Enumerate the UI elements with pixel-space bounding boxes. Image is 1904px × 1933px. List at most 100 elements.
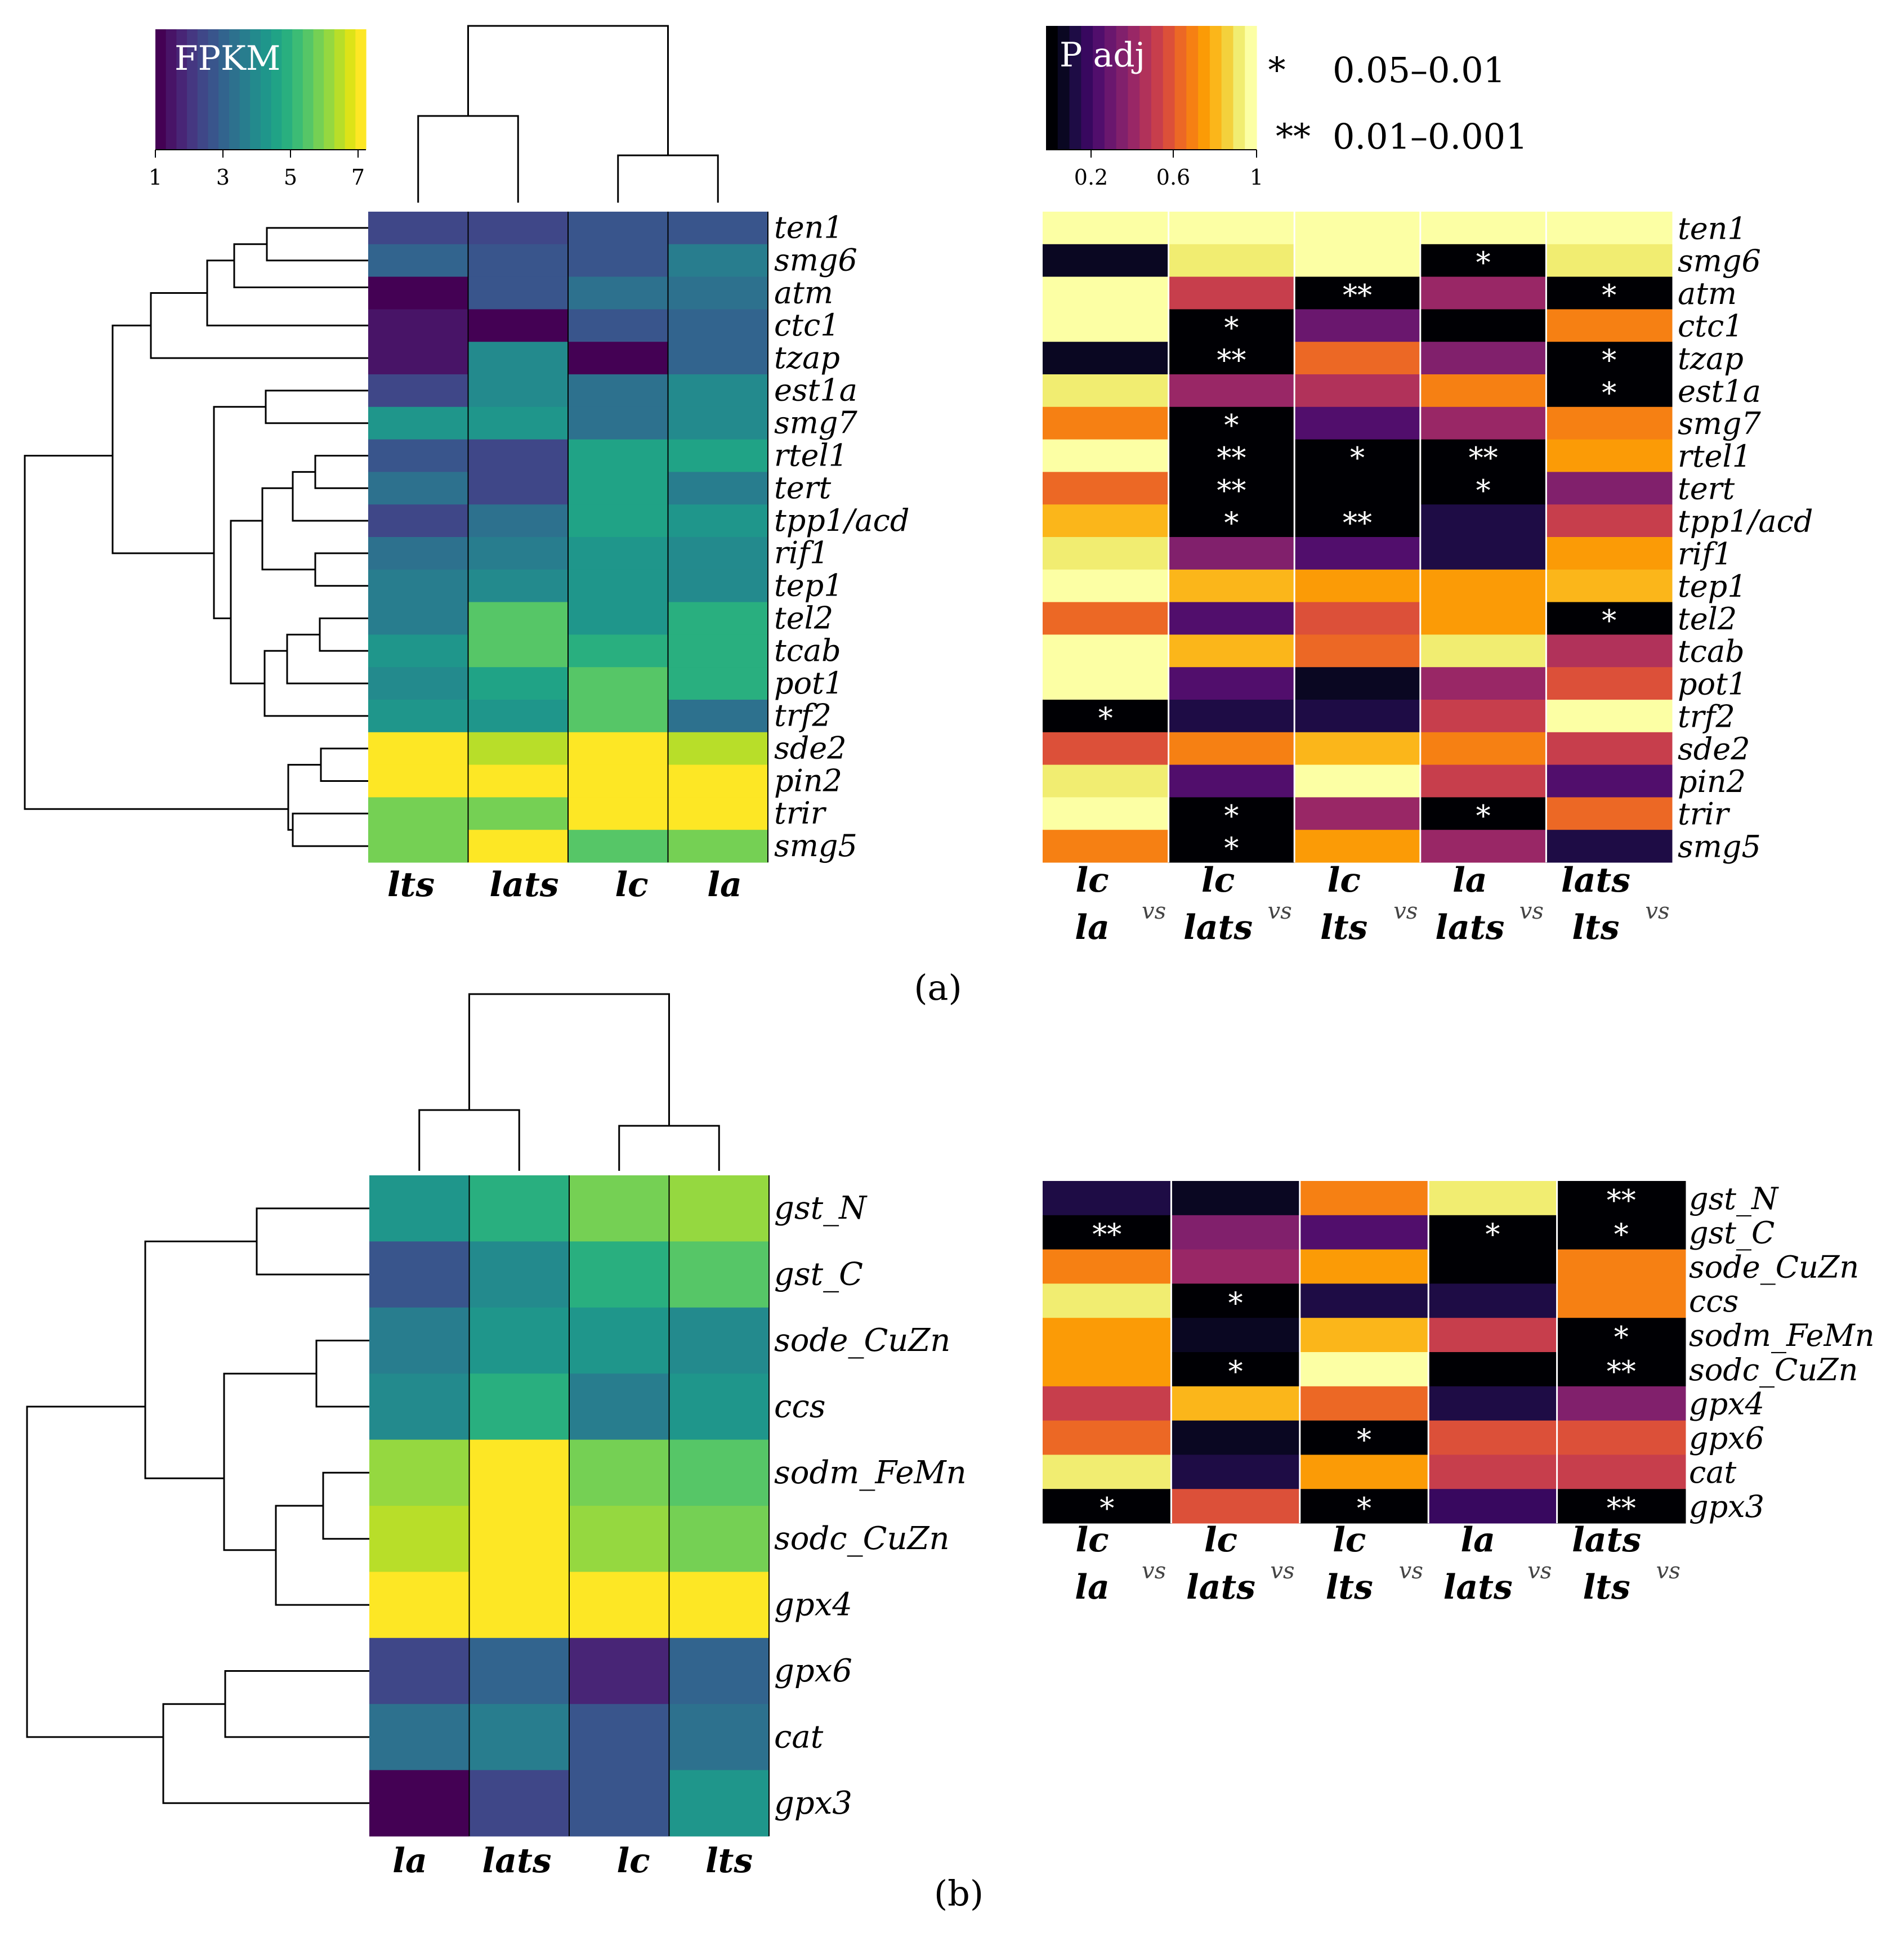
padj-heatmap-b-cell-sodm-femn-1 — [1171, 1318, 1300, 1353]
padj-heatmap-a-cell-rtel1-0 — [1043, 439, 1169, 472]
row-label-trir: trir — [774, 795, 827, 831]
padj-heatmap-b-cell-cat-3 — [1428, 1455, 1558, 1489]
fpkm-colorbar-swatch — [250, 29, 261, 150]
row-dendrogram-branch — [233, 243, 368, 288]
fpkm-heatmap-a-cell-rif1-lc — [568, 537, 668, 570]
fpkm-heatmap-a-cell-tcab-lc — [568, 634, 668, 668]
padj-heatmap-b-cell-cat-0 — [1043, 1455, 1172, 1489]
fpkm-heatmap-a-cell-pin2-lc — [568, 764, 668, 798]
fpkm-heatmap-a-cell-tzap-lats — [468, 342, 569, 375]
padj-heatmap-a-cell-tzap-2 — [1294, 342, 1421, 375]
padj-heatmap-a-significance-mark: * — [1224, 311, 1239, 345]
padj-heatmap-b-cell-sode-cuzn-2 — [1299, 1249, 1429, 1284]
padj-heatmap-b-cell-sodc-cuzn-0 — [1043, 1352, 1172, 1387]
fpkm-heatmap-a-cell-tcab-la — [668, 634, 768, 668]
padj-row-label-rif1: rif1 — [1678, 536, 1732, 571]
padj-heatmap-a-cell-pin2-1 — [1168, 764, 1295, 798]
fpkm-heatmap-a-cell-smg6-lats — [468, 244, 569, 278]
fpkm-heatmap-a-cell-rif1-la — [668, 537, 768, 570]
column-dendrogram-branch — [617, 154, 719, 203]
fpkm-heatmap-a-cell-atm-la — [668, 276, 768, 310]
padj-row-label-sode-cuzn: sode_CuZn — [1689, 1249, 1859, 1285]
padj-heatmap-a-cell-rtel1-3 — [1420, 439, 1547, 472]
padj-heatmap-a-cell-ten1-1 — [1168, 212, 1295, 245]
row-dendrogram-branch — [314, 552, 368, 587]
padj-heatmap-a-cell-smg5-0 — [1043, 830, 1169, 863]
padj-heatmap-b-significance-mark: * — [1614, 1218, 1629, 1252]
contrast-vs-label: vs — [1656, 1558, 1680, 1584]
padj-heatmap-b-cell-gpx3-1 — [1171, 1489, 1300, 1524]
padj-colorbar: P adj 0.2 0.6 1 — [1046, 26, 1263, 190]
padj-heatmap-a-cell-rtel1-4 — [1546, 439, 1673, 472]
padj-heatmap-a-significance-mark: * — [1476, 474, 1491, 508]
padj-heatmap-a-cell-smg5-1 — [1168, 830, 1295, 863]
padj-heatmap-a-cell-rif1-0 — [1043, 537, 1169, 570]
contrast-label-first: lc — [1075, 1520, 1109, 1560]
contrast-label-second: lats — [1443, 1568, 1513, 1607]
column-dendrogram-branch — [417, 115, 519, 203]
padj-row-label-tcab: tcab — [1678, 634, 1745, 669]
fpkm-heatmap-a-cell-trir-la — [668, 797, 768, 830]
fpkm-heatmap-b-cell-sode-cuzn-lats — [469, 1307, 570, 1374]
fpkm-heatmap-a-cell-tert-lc — [568, 472, 668, 505]
fpkm-heatmap-a-cell-ctc1-lc — [568, 309, 668, 342]
padj-heatmap-b-cell-gpx6-2 — [1299, 1420, 1429, 1455]
row-label-rif1: rif1 — [774, 535, 829, 571]
padj-heatmap-a-significance-mark: * — [1224, 799, 1239, 833]
padj-heatmap-b-cell-gst-c-0 — [1043, 1215, 1172, 1250]
fpkm-colorbar-tick-label: 3 — [216, 165, 230, 190]
column-label-lats: lats — [482, 1841, 551, 1881]
fpkm-heatmap-a-cell-smg5-lc — [568, 830, 668, 863]
fpkm-colorbar-swatch — [166, 29, 177, 150]
padj-heatmap-a-cell-tert-4 — [1546, 472, 1673, 505]
row-dendrogram-branch — [322, 1471, 369, 1540]
padj-colorbar-tick-label: 1 — [1250, 165, 1263, 190]
fpkm-heatmap-a-cell-smg5-lats — [468, 830, 569, 863]
padj-heatmap-a-cell-sde2-4 — [1546, 732, 1673, 766]
fpkm-heatmap-a-cell-trir-lats — [468, 797, 569, 830]
fpkm-heatmap-a-cell-tpp1-acd-la — [668, 504, 768, 538]
fpkm-heatmap-b-cell-ccs-la — [369, 1373, 470, 1440]
padj-colorbar-swatch — [1221, 26, 1234, 150]
padj-heatmap-a-cell-tep1-0 — [1043, 569, 1169, 603]
fpkm-heatmap-b-cell-gpx4-lts — [669, 1572, 770, 1639]
fpkm-heatmap-a-cell-pin2-la — [668, 764, 768, 798]
padj-heatmap-a-cell-ten1-0 — [1043, 212, 1169, 245]
padj-heatmap-b-significance-mark: * — [1228, 1355, 1243, 1389]
fpkm-heatmap-b-cell-sode-cuzn-lc — [569, 1307, 669, 1374]
fpkm-colorbar-swatch — [155, 29, 167, 150]
padj-heatmap-a-cell-atm-2 — [1294, 276, 1421, 310]
contrast-label-second: lts — [1583, 1568, 1630, 1607]
padj-row-label-pin2: pin2 — [1678, 764, 1746, 799]
fpkm-heatmap-a-cell-smg7-lc — [568, 406, 668, 440]
padj-heatmap-a-cell-trir-1 — [1168, 797, 1295, 830]
padj-heatmap-a-cell-tpp1-acd-0 — [1043, 504, 1169, 538]
fpkm-heatmap-b-cell-gst-n-lc — [569, 1175, 669, 1242]
fpkm-heatmap-b-cell-gpx4-la — [369, 1572, 470, 1639]
contrast-label-first: lc — [1204, 1520, 1237, 1560]
padj-heatmap-b-cell-sodm-femn-4 — [1557, 1318, 1686, 1353]
padj-heatmap-a-cell-pin2-2 — [1294, 764, 1421, 798]
row-dendrogram-branch — [213, 406, 266, 619]
padj-row-label-pot1: pot1 — [1678, 666, 1747, 702]
fpkm-heatmap-a-cell-tep1-lts — [368, 569, 468, 603]
fpkm-heatmap-a-cell-ctc1-lts — [368, 309, 468, 342]
column-label-lc: lc — [616, 1841, 650, 1881]
fpkm-heatmap-a-cell-est1a-lts — [368, 374, 468, 408]
contrast-label-first: lats — [1572, 1520, 1641, 1560]
row-label-tel2: tel2 — [774, 600, 833, 636]
padj-heatmap-b: **** * **** **** * ** — [1043, 1181, 1686, 1526]
row-label-pin2: pin2 — [774, 763, 842, 798]
fpkm-heatmap-a-cell-trf2-lats — [468, 700, 569, 733]
fpkm-heatmap-a-cell-smg7-lts — [368, 406, 468, 440]
padj-heatmap-b-significance-mark: ** — [1607, 1492, 1636, 1526]
fpkm-heatmap-a-cell-ten1-lc — [568, 212, 668, 245]
fpkm-heatmap-a-cell-trir-lc — [568, 797, 668, 830]
row-dendrogram-branch — [144, 1240, 257, 1479]
padj-heatmap-b-significance-mark: ** — [1092, 1218, 1121, 1252]
contrast-label-second: lts — [1572, 908, 1619, 947]
padj-heatmap-a-cell-tpp1-acd-3 — [1420, 504, 1547, 538]
padj-heatmap-b-cell-ccs-2 — [1299, 1283, 1429, 1318]
fpkm-heatmap-a-cell-tep1-lc — [568, 569, 668, 603]
padj-heatmap-a-cell-atm-1 — [1168, 276, 1295, 310]
